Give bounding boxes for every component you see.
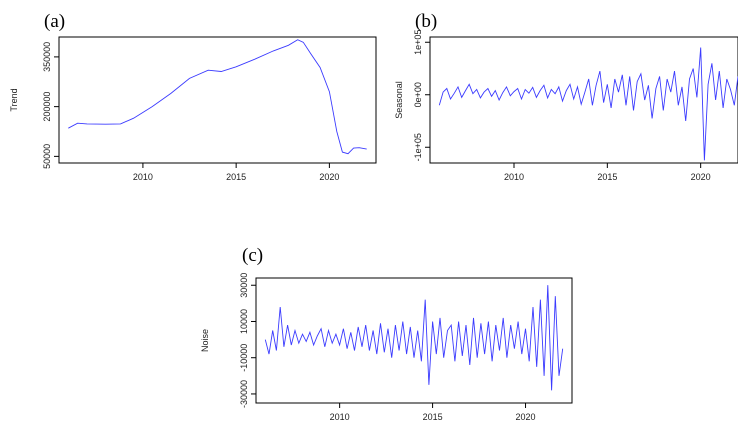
x-tick-label-noise-1: 2015 <box>423 412 443 422</box>
y-tick-label-trend-1: 200000 <box>42 92 52 122</box>
series-line-trend-0 <box>68 39 367 155</box>
x-tick-label-trend-1: 2015 <box>226 172 246 182</box>
panel-label-trend: (a) <box>44 11 65 32</box>
plot-frame-seasonal <box>429 36 738 164</box>
panel-trend: (a) 2010 2015 2020 50000 200000 350000 Trend <box>9 11 377 182</box>
x-tick-label-trend-0: 2010 <box>133 172 153 182</box>
panel-noise: (c) 2010 2015 2020 -30000 -10000 10000 30000 Noi… <box>200 245 573 422</box>
panel-seasonal: (b) 2010 2015 2020 -1e+05 0e+00 1e+05 Seasonal <box>394 11 738 182</box>
x-tick-label-noise-0: 2010 <box>330 412 350 422</box>
series-line-seasonal-0 <box>438 47 738 161</box>
plot-frame-trend <box>58 36 377 164</box>
y-tick-label-noise-1: -10000 <box>239 344 249 372</box>
y-axis-title-trend: Trend <box>9 88 19 111</box>
y-axis-title-seasonal: Seasonal <box>394 81 404 119</box>
y-axis-title-noise: Noise <box>200 329 210 352</box>
x-tick-label-trend-2: 2020 <box>319 172 339 182</box>
x-tick-label-seasonal-2: 2020 <box>691 172 711 182</box>
y-tick-label-trend-0: 50000 <box>42 144 52 169</box>
plot-frame-noise <box>255 277 573 404</box>
y-tick-label-seasonal-0: -1e+05 <box>413 133 423 161</box>
y-tick-label-trend-2: 350000 <box>42 42 52 72</box>
y-tick-label-noise-0: -30000 <box>239 380 249 408</box>
panel-label-noise: (c) <box>242 245 263 266</box>
x-tick-label-seasonal-1: 2015 <box>597 172 617 182</box>
y-tick-label-noise-2: 10000 <box>239 309 249 334</box>
series-line-noise-0 <box>264 285 564 391</box>
panel-label-seasonal: (b) <box>415 11 437 32</box>
y-tick-label-noise-3: 30000 <box>239 273 249 298</box>
x-tick-label-seasonal-0: 2010 <box>504 172 524 182</box>
x-tick-label-noise-2: 2020 <box>516 412 536 422</box>
y-tick-label-seasonal-2: 1e+05 <box>413 30 423 55</box>
y-tick-label-seasonal-1: 0e+00 <box>413 82 423 107</box>
